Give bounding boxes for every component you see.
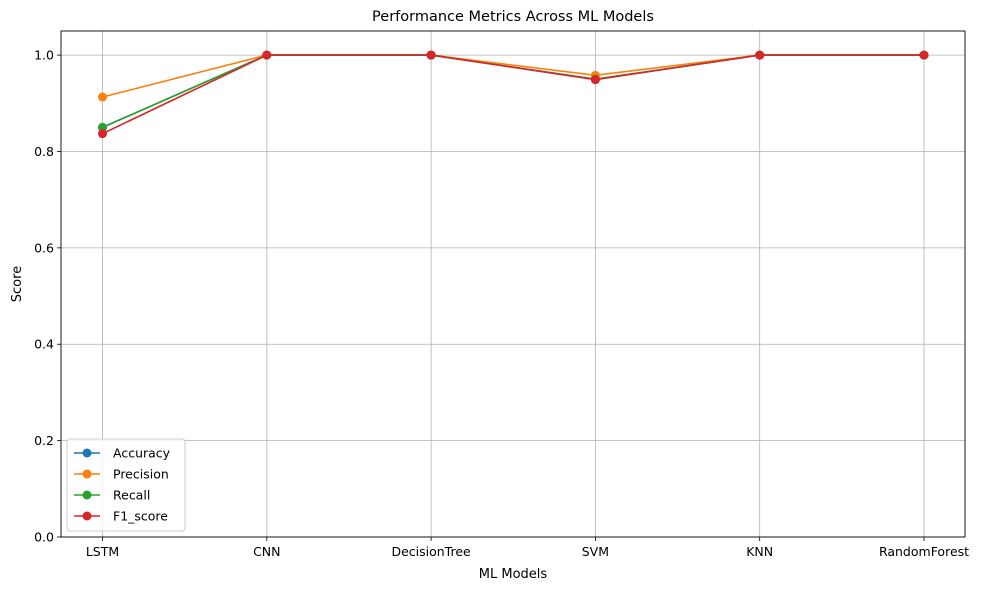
- legend-item: Recall: [74, 488, 150, 503]
- data-point-f1-score: [98, 129, 107, 139]
- x-tick-label: RandomForest: [879, 544, 969, 559]
- y-tick-label: 0.2: [34, 433, 54, 448]
- legend-label: F1_score: [113, 509, 168, 524]
- y-tick-label: 0.8: [34, 144, 54, 159]
- data-point-f1-score: [426, 50, 436, 60]
- y-axis-label: Score: [10, 266, 25, 302]
- y-tick-label: 0.6: [34, 240, 54, 255]
- y-tick-label: 1.0: [34, 48, 54, 63]
- grid: [61, 31, 965, 538]
- legend: Accuracy Precision Recall F1_score: [66, 438, 186, 532]
- data-point-precision: [98, 92, 107, 102]
- legend-swatch-marker: [82, 490, 92, 500]
- x-tick-label: DecisionTree: [391, 544, 471, 559]
- data-point-f1-score: [262, 50, 272, 60]
- series-line-f1-score: [102, 54, 924, 135]
- x-axis-ticks: LSTM CNN DecisionTree SVM KNN RandomForest: [86, 537, 969, 559]
- legend-swatch-marker: [82, 448, 92, 458]
- legend-item: F1_score: [74, 509, 168, 524]
- legend-label: Precision: [113, 467, 169, 482]
- x-axis-label: ML Models: [479, 567, 548, 582]
- chart-title: Performance Metrics Across ML Models: [372, 9, 654, 25]
- legend-box: [66, 438, 186, 532]
- data-point-recall: [98, 122, 107, 132]
- x-tick-label: KNN: [746, 544, 773, 559]
- series-line-precision: [102, 54, 924, 98]
- legend-label: Accuracy: [113, 446, 171, 461]
- series-recall: [98, 50, 929, 132]
- data-point-f1-score: [919, 50, 929, 60]
- legend-item: Precision: [74, 467, 169, 482]
- legend-label: Recall: [113, 488, 150, 503]
- plot-area-frame: [60, 30, 966, 538]
- x-tick-label: SVM: [582, 544, 609, 559]
- y-axis-ticks: 0.0 0.2 0.4 0.6 0.8 1.0: [34, 48, 61, 545]
- x-tick-label: CNN: [253, 544, 280, 559]
- x-tick-label: LSTM: [86, 544, 119, 559]
- series-accuracy: [98, 50, 929, 132]
- series-lines: [98, 50, 929, 139]
- data-point-f1-score: [590, 75, 600, 85]
- legend-swatch-marker: [82, 469, 92, 479]
- y-tick-label: 0.0: [34, 530, 54, 545]
- series-f1-score: [98, 50, 929, 139]
- data-point-f1-score: [755, 50, 765, 60]
- legend-swatch-marker: [82, 511, 92, 521]
- y-tick-label: 0.4: [34, 337, 54, 352]
- legend-item: Accuracy: [74, 446, 171, 461]
